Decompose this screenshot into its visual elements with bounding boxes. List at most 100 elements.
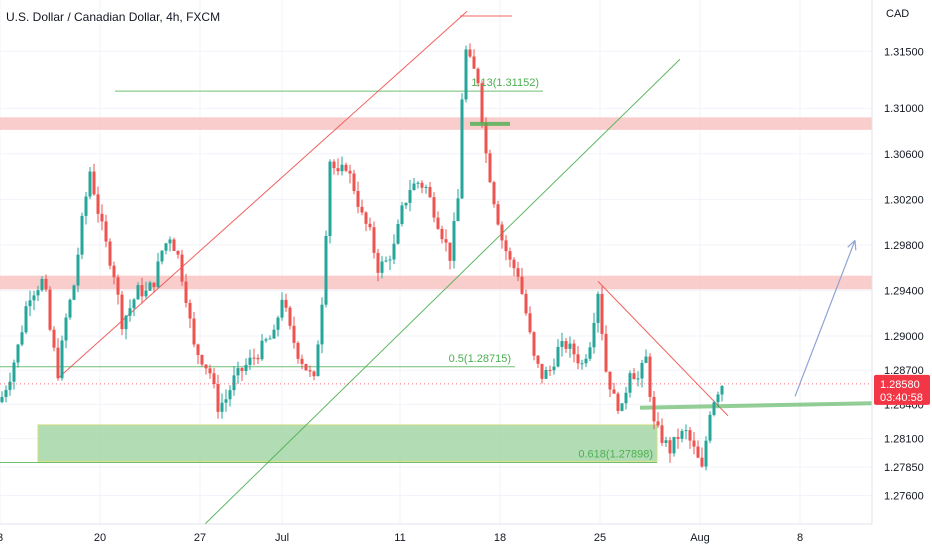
candle-103	[412, 178, 416, 191]
candle-body-58	[232, 375, 236, 391]
candle-body-22	[88, 171, 92, 197]
candle-body-94	[376, 252, 380, 273]
candle-34	[136, 282, 140, 300]
price-axis-panel[interactable]	[872, 0, 932, 524]
candle-12	[48, 286, 52, 332]
candle-152	[608, 371, 612, 398]
candle-78	[312, 370, 316, 381]
candle-135	[540, 363, 544, 384]
candle-41	[164, 242, 168, 255]
candle-80	[320, 297, 324, 354]
candle-body-177	[708, 414, 712, 441]
candle-body-81	[324, 235, 328, 305]
candle-85	[340, 156, 344, 176]
candle-body-93	[372, 227, 376, 253]
time-axis-panel[interactable]	[0, 524, 932, 550]
candle-28	[112, 261, 116, 285]
candle-76	[304, 363, 308, 371]
candle-body-86	[344, 164, 348, 171]
candle-64	[256, 354, 260, 365]
candle-25	[100, 204, 104, 231]
candle-body-132	[528, 313, 532, 333]
candle-19	[76, 247, 80, 293]
candle-50	[200, 354, 204, 367]
candle-body-135	[540, 363, 544, 379]
candle-96	[384, 256, 388, 263]
candle-46	[184, 273, 188, 308]
candle-body-69	[276, 317, 280, 330]
candle-114	[456, 189, 460, 222]
candle-15	[60, 335, 64, 381]
candle-126	[504, 235, 508, 261]
candle-body-43	[172, 239, 176, 252]
candle-98	[392, 234, 396, 265]
candle-158	[632, 368, 636, 380]
candle-body-9	[36, 290, 40, 296]
candle-body-73	[292, 325, 296, 343]
candle-body-153	[612, 389, 616, 394]
candle-body-119	[476, 68, 480, 84]
candle-77	[308, 365, 312, 378]
candle-14	[56, 338, 60, 381]
candle-body-68	[272, 329, 276, 339]
candle-body-106	[424, 187, 428, 189]
countdown-value: 03:40:58	[880, 392, 923, 404]
candle-body-28	[112, 265, 116, 278]
candle-67	[268, 335, 272, 340]
candle-body-169	[676, 436, 680, 439]
candle-125	[500, 221, 504, 249]
candle-146	[584, 354, 588, 368]
candle-137	[548, 365, 552, 376]
candle-body-102	[408, 190, 412, 203]
candle-9	[36, 285, 40, 302]
candle-7	[28, 290, 32, 317]
candle-body-117	[468, 49, 472, 57]
candle-body-44	[176, 251, 180, 255]
price-tick-label-3: 1.30200	[884, 194, 924, 206]
candle-body-116	[464, 49, 468, 100]
candle-168	[672, 436, 676, 457]
candle-body-48	[192, 318, 196, 345]
price-tick-label-6: 1.29000	[884, 331, 924, 343]
candle-body-105	[420, 182, 424, 188]
candle-86	[344, 162, 348, 173]
candle-body-13	[52, 329, 56, 348]
candle-body-71	[284, 299, 288, 308]
resistance-zone-1	[0, 275, 872, 290]
candle-body-64	[256, 357, 260, 360]
projection-arrow-head-0	[847, 239, 856, 248]
candle-body-88	[352, 173, 356, 192]
candle-body-8	[32, 295, 36, 301]
candle-57	[228, 385, 232, 407]
candle-body-33	[132, 299, 136, 309]
candle-119	[476, 67, 480, 87]
candle-body-92	[368, 223, 372, 228]
candle-31	[124, 314, 128, 340]
candle-73	[292, 316, 296, 349]
candle-body-5	[20, 332, 24, 345]
time-tick-label-6: 25	[594, 532, 606, 544]
candle-body-107	[428, 187, 432, 198]
candle-139	[556, 339, 560, 368]
candle-17	[68, 298, 72, 320]
candle-body-178	[712, 402, 716, 415]
candle-36	[144, 281, 148, 299]
candle-117	[468, 43, 472, 58]
candle-body-126	[504, 240, 508, 252]
candle-60	[240, 367, 244, 382]
candle-52	[208, 364, 212, 379]
candle-75	[300, 354, 304, 370]
candle-body-16	[64, 317, 68, 341]
candle-47	[188, 299, 192, 329]
candle-91	[364, 211, 368, 232]
candle-162	[648, 353, 652, 403]
candle-92	[368, 217, 372, 231]
candle-body-133	[532, 332, 536, 356]
candle-82	[328, 159, 332, 244]
candle-133	[532, 331, 536, 361]
candle-body-50	[200, 355, 204, 365]
candle-51	[204, 364, 208, 375]
time-tick-label-5: 18	[494, 532, 506, 544]
candle-body-142	[568, 343, 572, 349]
